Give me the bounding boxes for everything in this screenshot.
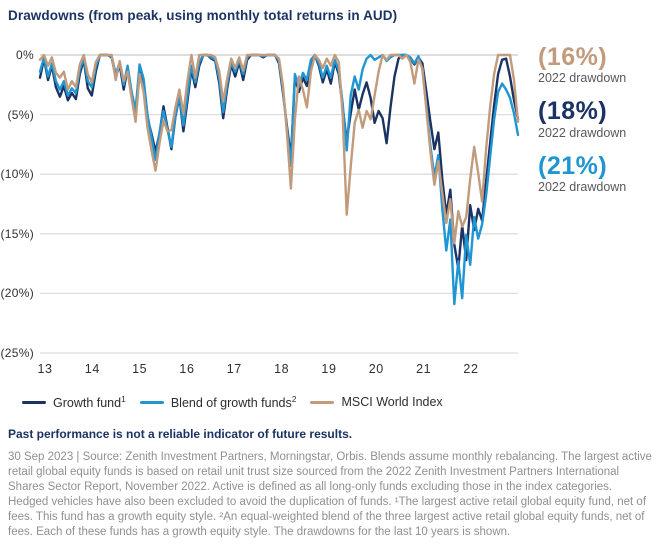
x-axis-tick-label: 15 [132, 362, 148, 376]
legend-label: MSCI World Index [341, 395, 443, 410]
drawdown-chart: 0% (5%) (10%) (15%) (20%) (25%) 13 14 15 16 17 18 1… [0, 44, 653, 376]
x-axis-tick-label: 21 [416, 362, 432, 376]
legend-footnote-marker: 1 [121, 394, 126, 404]
y-axis-tick-label: (25%) [0, 346, 34, 360]
drawdown-plot [38, 53, 520, 354]
y-axis-tick-label: (5%) [7, 107, 34, 122]
legend-item-blend-of-growth-funds: Blend of growth funds2 [139, 394, 297, 411]
legend-swatch [310, 400, 335, 404]
x-axis-tick-label: 14 [84, 362, 100, 376]
drawdown-annotation: (16%) 2022 drawdown [538, 43, 653, 86]
annotation-value: (18%) [538, 97, 608, 126]
drawdown-annotations: (16%) 2022 drawdown (18%) 2022 drawdown (21%… [538, 44, 653, 207]
annotation-caption: 2022 drawdown [538, 179, 627, 194]
past-performance-disclaimer: Past performance is not a reliable indic… [8, 427, 353, 441]
x-axis-tick-label: 18 [274, 362, 290, 376]
y-axis-tick-label: (20%) [0, 286, 34, 301]
page-title: Drawdowns (from peak, using monthly tota… [8, 8, 398, 23]
annotation-value: (16%) [538, 43, 608, 71]
drawdown-annotation: (18%) 2022 drawdown [538, 97, 653, 140]
legend-label: Growth fund1 [53, 394, 126, 411]
chart-legend: Growth fund1 Blend of growth funds2 MSCI W… [22, 394, 457, 410]
series-line-blend-of-growth-funds [38, 53, 520, 306]
series-line-msci-world-index [38, 53, 520, 245]
legend-label: Blend of growth funds2 [170, 394, 297, 411]
legend-item-growth-fund: Growth fund1 [22, 394, 126, 410]
y-axis-tick-label: (15%) [0, 226, 34, 241]
drawdown-annotation: (21%) 2022 drawdown [538, 151, 653, 194]
legend-swatch [22, 400, 46, 404]
y-axis-tick-label: (10%) [0, 167, 34, 182]
legend-swatch [139, 400, 164, 404]
annotation-caption: 2022 drawdown [538, 125, 627, 140]
legend-footnote-marker: 2 [291, 394, 297, 404]
y-axis-tick-label: 0% [16, 48, 34, 62]
x-axis-tick-label: 19 [321, 362, 337, 376]
plot-area [38, 53, 520, 354]
x-axis-tick-label: 16 [179, 362, 195, 376]
series-line-growth-fund [38, 53, 520, 270]
x-axis-tick-label: 13 [37, 362, 53, 376]
x-axis-tick-label: 22 [463, 362, 479, 376]
source-footnote: 30 Sep 2023 | Source: Zenith Investment … [8, 451, 652, 538]
x-axis-tick-label: 20 [368, 362, 384, 376]
annotation-caption: 2022 drawdown [538, 71, 627, 86]
legend-item-msci-world-index: MSCI World Index [310, 395, 443, 410]
x-axis-tick-label: 17 [226, 362, 242, 376]
annotation-value: (21%) [538, 151, 608, 180]
